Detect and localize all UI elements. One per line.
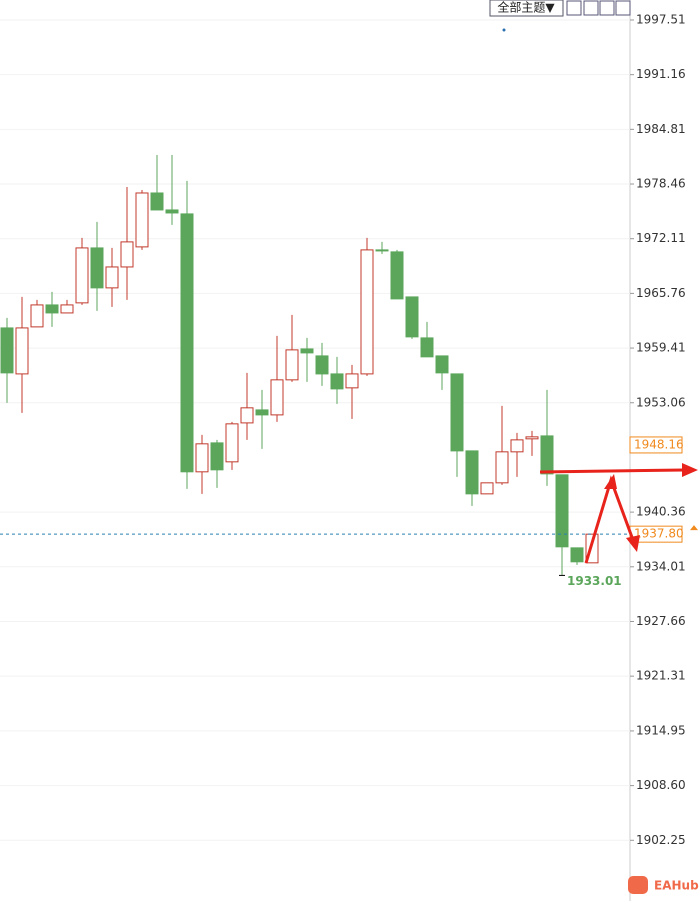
candle-body — [165, 209, 179, 214]
candle-body — [570, 547, 584, 563]
candle-body — [420, 337, 434, 358]
candle-body — [540, 435, 554, 475]
candle-body — [195, 443, 209, 473]
candle-body — [45, 304, 59, 314]
candle-body — [330, 373, 344, 390]
candle-body — [60, 304, 74, 314]
theme-button-label[interactable]: 全部主题▼ — [497, 0, 555, 15]
logo — [628, 876, 648, 894]
candle-body — [480, 482, 494, 495]
arrow-heads — [604, 463, 698, 552]
y-tick-label: 1927.66 — [636, 614, 686, 628]
y-tick-label: 1997.51 — [636, 12, 686, 26]
candle-body — [405, 296, 419, 338]
candle-body — [90, 247, 104, 289]
y-tick-label: 1965.76 — [636, 286, 686, 300]
candle-body — [135, 192, 149, 248]
price-flag — [690, 525, 698, 531]
candle-body — [270, 379, 284, 416]
y-tick-label: 1959.41 — [636, 341, 686, 355]
candle-body — [360, 249, 374, 375]
candle-body — [375, 249, 389, 252]
theme-button[interactable] — [489, 0, 564, 17]
candle-body — [120, 241, 134, 268]
candle-body — [435, 355, 449, 374]
y-tick-label: 1940.36 — [636, 505, 686, 519]
y-tick-label: 1953.06 — [636, 395, 686, 409]
candle-body — [390, 251, 404, 300]
candle-body — [555, 474, 569, 548]
low-label: 1933.01 — [567, 574, 622, 588]
candle-body — [285, 349, 299, 381]
candle-body — [180, 213, 194, 473]
price-label: 1937.80 — [634, 527, 684, 541]
y-tick-label: 1972.11 — [636, 231, 686, 245]
candle-body — [510, 439, 524, 453]
y-tick-label: 1921.31 — [636, 669, 686, 683]
candle-body — [105, 266, 119, 289]
price-label: 1948.16 — [634, 437, 684, 451]
candle-body — [0, 327, 14, 374]
watermark: EAHub — [654, 879, 699, 893]
y-tick-label: 1978.46 — [636, 177, 686, 191]
candle-body — [450, 373, 464, 452]
candle-body — [525, 436, 539, 440]
candle-body — [465, 450, 479, 495]
candle-body — [240, 407, 254, 424]
candle-body — [150, 192, 164, 211]
candle-body — [255, 409, 269, 416]
candle-body — [495, 451, 509, 484]
y-tick-label: 1991.16 — [636, 67, 686, 81]
candle-body — [30, 304, 44, 328]
y-tick-label: 1934.01 — [636, 559, 686, 573]
candle-body — [345, 373, 359, 389]
y-tick-label: 1908.60 — [636, 778, 686, 792]
y-tick-label: 1902.25 — [636, 833, 686, 847]
candle-body — [300, 348, 314, 354]
candle-body — [15, 327, 29, 375]
toolbar-icons[interactable] — [566, 0, 631, 16]
y-tick-label: 1984.81 — [636, 122, 686, 136]
candle-body — [210, 442, 224, 471]
candle-body — [225, 423, 239, 463]
dot — [502, 28, 506, 32]
candle-body — [75, 247, 89, 304]
price-label-box — [629, 436, 683, 454]
y-tick-label: 1914.95 — [636, 723, 686, 737]
candle-body — [315, 355, 329, 375]
